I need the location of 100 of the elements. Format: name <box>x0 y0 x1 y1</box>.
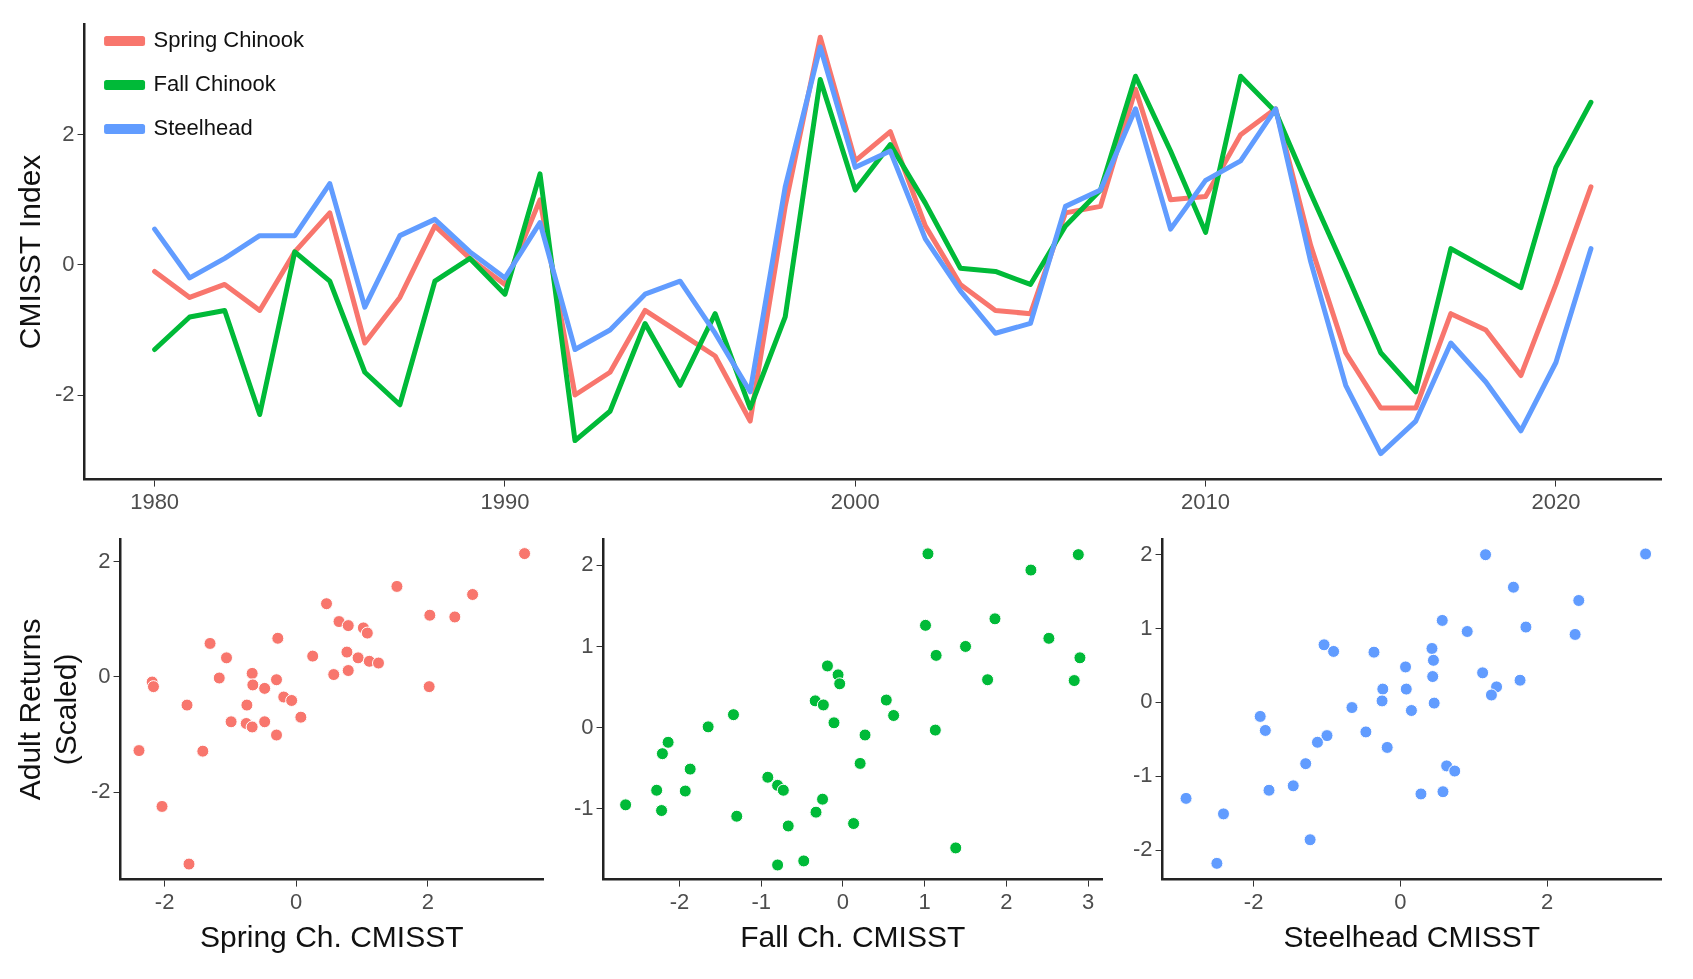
y-tick-label: -2 <box>1133 836 1153 862</box>
y-tick-label: 2 <box>62 120 75 146</box>
point <box>1042 631 1056 645</box>
point <box>761 770 775 784</box>
point <box>146 680 160 694</box>
point <box>1639 547 1653 561</box>
x-tick-label: -2 <box>669 888 690 914</box>
point <box>1024 563 1038 577</box>
point <box>1320 729 1334 743</box>
point <box>1071 548 1085 562</box>
point <box>1375 694 1389 708</box>
point <box>1506 580 1520 594</box>
y-tick-label: 0 <box>581 713 594 739</box>
x-tick-label: 2 <box>1541 888 1554 914</box>
point <box>1262 783 1276 797</box>
point <box>1399 660 1413 674</box>
x-tick-label: -2 <box>154 888 175 914</box>
point <box>341 619 355 633</box>
point <box>1258 723 1272 737</box>
legend-label: Spring Chinook <box>153 27 305 53</box>
point <box>1210 856 1224 870</box>
x-tick-label: 1 <box>918 888 931 914</box>
point <box>683 762 697 776</box>
x-tick-label: 0 <box>1394 888 1407 914</box>
point <box>959 639 973 653</box>
point <box>351 651 365 665</box>
x-axis-title: Steelhead CMISST <box>1283 920 1541 954</box>
x-tick-label: 1980 <box>130 488 180 514</box>
y-tick-label: 2 <box>581 551 594 577</box>
x-tick-label: 0 <box>836 888 850 914</box>
point <box>650 783 664 797</box>
point <box>246 678 260 692</box>
y-tick-label: -2 <box>91 778 111 804</box>
point <box>1479 548 1493 562</box>
point <box>887 708 901 722</box>
point <box>1426 653 1440 667</box>
point <box>797 854 811 868</box>
point <box>1399 682 1413 696</box>
point <box>776 783 790 797</box>
point <box>619 798 633 812</box>
point <box>224 715 238 729</box>
point <box>285 693 299 707</box>
point <box>245 720 259 734</box>
point <box>1253 709 1267 723</box>
point <box>271 631 285 645</box>
point <box>1067 674 1081 688</box>
point <box>921 547 935 561</box>
point <box>320 597 334 611</box>
point <box>212 671 226 685</box>
point <box>270 728 284 742</box>
y-tick-label: -1 <box>1133 762 1153 788</box>
point <box>1286 779 1300 793</box>
y-tick-label: -1 <box>574 794 594 820</box>
y-tick-label: 0 <box>1140 688 1153 714</box>
point <box>1460 625 1474 638</box>
point <box>448 610 462 624</box>
point <box>1303 833 1317 847</box>
point <box>340 645 354 659</box>
point <box>1513 673 1527 687</box>
point <box>847 817 861 831</box>
point <box>879 693 893 707</box>
point <box>1359 725 1373 739</box>
point <box>1425 641 1439 655</box>
y-tick-label: 1 <box>581 632 594 658</box>
point <box>1327 644 1341 658</box>
x-axis-title: Spring Ch. CMISST <box>200 920 464 954</box>
point <box>306 649 320 663</box>
point <box>518 547 532 561</box>
x-tick-label: 2 <box>1000 888 1013 914</box>
y-tick-label: 1 <box>1140 614 1153 640</box>
x-tick-label: 2 <box>421 888 434 914</box>
point <box>701 720 715 734</box>
x-tick-label: -2 <box>1243 888 1264 914</box>
point <box>929 648 943 662</box>
point <box>1519 620 1533 634</box>
point <box>294 710 308 724</box>
point <box>730 809 744 823</box>
point <box>360 626 374 640</box>
y-tick-label: 0 <box>98 662 111 688</box>
y-tick-label: 2 <box>98 547 111 573</box>
point <box>1426 670 1440 684</box>
y-tick-label: 0 <box>62 250 75 276</box>
point <box>1179 791 1193 805</box>
point <box>423 608 437 622</box>
point <box>155 799 169 813</box>
point <box>182 857 196 871</box>
point <box>270 673 284 687</box>
point <box>245 666 259 680</box>
point <box>928 723 942 737</box>
point <box>816 698 830 712</box>
point <box>203 636 217 650</box>
point <box>1448 764 1462 778</box>
x-tick-label: 1990 <box>480 488 530 514</box>
point <box>771 858 785 872</box>
point <box>1345 701 1359 715</box>
legend-label: Fall Chinook <box>153 71 277 97</box>
point <box>988 612 1002 626</box>
point <box>655 804 669 818</box>
point <box>949 841 963 855</box>
point <box>678 784 692 798</box>
